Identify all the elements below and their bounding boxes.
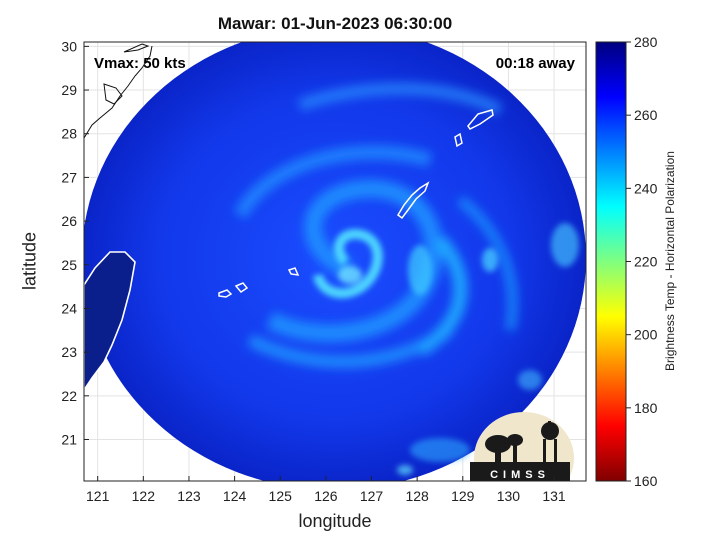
x-tick-label: 123	[177, 488, 201, 504]
colorbar-tick-label: 160	[634, 473, 658, 489]
chart-title: Mawar: 01-Jun-2023 06:30:00	[217, 14, 453, 33]
okinawa-island	[397, 181, 430, 220]
x-tick-label: 124	[223, 488, 247, 504]
china-islands	[103, 43, 150, 105]
x-tick-label: 125	[269, 488, 293, 504]
x-tick-label: 122	[132, 488, 156, 504]
y-tick-label: 26	[61, 213, 77, 229]
colorbar-tick-label: 240	[634, 180, 658, 196]
taiwan-coastline	[84, 251, 136, 392]
y-tick-label: 23	[61, 344, 77, 360]
colorbar-tick-label: 280	[634, 34, 658, 50]
x-tick-label: 131	[542, 488, 566, 504]
x-tick-label: 128	[405, 488, 429, 504]
tokunoshima-island	[467, 109, 494, 130]
time-away-annotation: 00:18 away	[496, 55, 576, 72]
y-tick-label: 30	[61, 38, 77, 54]
colorbar-tick-label: 180	[634, 400, 658, 416]
cimss-logo-text: CIMSS	[490, 469, 550, 481]
y-tick-label: 28	[61, 126, 77, 142]
yaeyama-islands	[218, 282, 249, 298]
cimss-logo: CIMSS	[470, 412, 574, 481]
china-coastline	[84, 45, 153, 139]
y-tick-label: 24	[61, 300, 77, 316]
colorbar: 160 180 200 220 240 260 280	[595, 34, 658, 489]
y-axis: 21 22 23 24 25 26 27 28 29 30	[61, 38, 89, 448]
amami-island	[454, 132, 463, 148]
x-tick-label: 126	[314, 488, 338, 504]
y-tick-label: 25	[61, 257, 77, 273]
colorbar-tick-label: 260	[634, 107, 658, 123]
axes: CIMSS Vmax: 50 kts 00:18 away 121 122 123 1…	[61, 38, 587, 504]
y-tick-label: 21	[61, 432, 77, 448]
vmax-annotation: Vmax: 50 kts	[94, 55, 186, 72]
y-axis-label: latitude	[19, 231, 40, 291]
x-tick-label: 121	[86, 488, 110, 504]
y-tick-label: 22	[61, 388, 77, 404]
colorbar-gradient	[595, 41, 627, 482]
colorbar-ticks: 160 180 200 220 240 260 280	[626, 34, 658, 489]
x-tick-label: 129	[451, 488, 475, 504]
colorbar-tick-label: 220	[634, 254, 658, 270]
plot-frame	[83, 41, 587, 482]
colorbar-tick-label: 200	[634, 327, 658, 343]
colorbar-label: Brightness Temp - Horizontal Polarizatio…	[663, 151, 677, 371]
x-axis: 121 122 123 124 125 126 127 128 129 130 131	[86, 476, 566, 504]
x-tick-label: 127	[360, 488, 384, 504]
miyako-island	[287, 267, 300, 276]
rainband-swirl	[233, 82, 518, 368]
y-tick-label: 27	[61, 169, 77, 185]
x-tick-label: 130	[497, 488, 521, 504]
eyewall	[313, 223, 579, 475]
x-axis-label: longitude	[298, 511, 372, 531]
y-tick-label: 29	[61, 82, 77, 98]
